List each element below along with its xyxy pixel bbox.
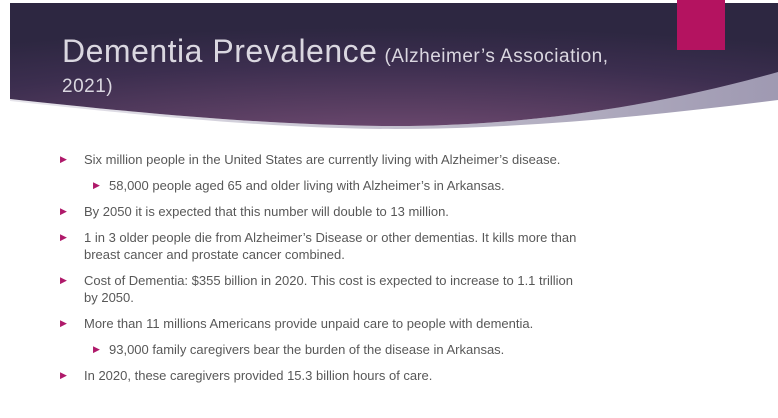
bullet-text: 93,000 family caregivers bear the burden… bbox=[109, 342, 505, 357]
bullet-triangle-icon: ▶ bbox=[60, 370, 67, 380]
title-line-1: Dementia Prevalence (Alzheimer’s Associat… bbox=[62, 34, 662, 75]
list-item: ▶ By 2050 it is expected that this numbe… bbox=[60, 203, 728, 220]
list-item: ▶ More than 11 millions Americans provid… bbox=[60, 315, 728, 332]
bullet-text: By 2050 it is expected that this number … bbox=[84, 204, 449, 219]
bullet-text: 58,000 people aged 65 and older living w… bbox=[109, 178, 505, 193]
bullet-triangle-icon: ▶ bbox=[60, 275, 67, 285]
bullet-text: 1 in 3 older people die from Alzheimer’s… bbox=[84, 230, 577, 245]
list-item: ▶ Six million people in the United State… bbox=[60, 151, 728, 168]
bullet-text: In 2020, these caregivers provided 15.3 … bbox=[84, 368, 433, 383]
list-item: ▶ In 2020, these caregivers provided 15.… bbox=[60, 367, 728, 384]
bullet-text: Six million people in the United States … bbox=[84, 152, 561, 167]
bullet-triangle-icon: ▶ bbox=[60, 318, 67, 328]
bullet-text: Cost of Dementia: $355 billion in 2020. … bbox=[84, 273, 573, 288]
list-item: ▶ 1 in 3 older people die from Alzheimer… bbox=[60, 229, 728, 263]
bullet-text: by 2050. bbox=[84, 290, 134, 305]
bullet-triangle-icon: ▶ bbox=[60, 206, 67, 216]
list-item-sub: ▶ 58,000 people aged 65 and older living… bbox=[93, 177, 728, 194]
bullet-triangle-icon: ▶ bbox=[60, 232, 67, 242]
bullet-triangle-icon: ▶ bbox=[93, 344, 100, 354]
title-annotation-line-2: 2021) bbox=[62, 76, 114, 97]
bullet-text: breast cancer and prostate cancer combin… bbox=[84, 247, 345, 262]
bullet-triangle-icon: ▶ bbox=[60, 154, 67, 164]
title-block: Dementia Prevalence (Alzheimer’s Associat… bbox=[62, 34, 662, 97]
list-item: ▶ Cost of Dementia: $355 billion in 2020… bbox=[60, 272, 728, 306]
page-title: Dementia Prevalence bbox=[62, 33, 378, 69]
bullet-triangle-icon: ▶ bbox=[93, 180, 100, 190]
header-swoosh bbox=[10, 71, 778, 129]
list-item-sub: ▶ 93,000 family caregivers bear the burd… bbox=[93, 341, 728, 358]
accent-rectangle bbox=[677, 0, 725, 50]
bullet-list: ▶ Six million people in the United State… bbox=[60, 146, 728, 393]
header-band bbox=[10, 3, 778, 126]
title-annotation: (Alzheimer’s Association, bbox=[384, 46, 609, 67]
bullet-text: More than 11 millions Americans provide … bbox=[84, 316, 534, 331]
header-banner bbox=[10, 0, 778, 129]
